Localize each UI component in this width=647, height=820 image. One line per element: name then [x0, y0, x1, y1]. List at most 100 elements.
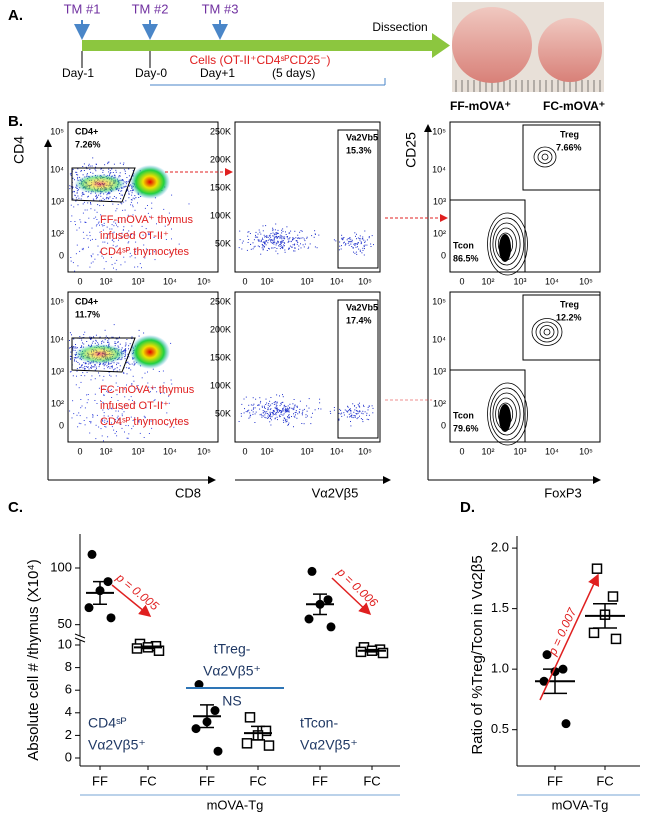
event-dot: [98, 387, 100, 389]
contour: [492, 392, 521, 436]
event-dot: [276, 394, 278, 396]
event-dot: [126, 181, 127, 183]
axis-label: Vα2Vβ5: [312, 485, 359, 500]
event-dot: [76, 414, 78, 416]
event-dot: [128, 348, 129, 350]
event-dot: [248, 409, 250, 411]
event-dot: [81, 192, 83, 194]
event-dot: [123, 229, 124, 231]
event-dot: [88, 163, 90, 165]
event-dot: [129, 252, 131, 254]
event-dot: [111, 422, 112, 424]
event-dot: [74, 357, 76, 358]
event-dot: [284, 418, 286, 420]
event-dot: [124, 431, 125, 433]
event-dot: [117, 345, 119, 347]
x-axis-title: mOVA-Tg: [207, 797, 264, 812]
event-dot: [76, 171, 78, 173]
event-dot: [119, 369, 121, 371]
event-dot: [81, 170, 82, 172]
event-dot: [252, 411, 254, 413]
event-dot: [83, 163, 85, 165]
event-dot: [71, 334, 72, 336]
event-dot: [80, 221, 82, 223]
annotation: FF-mOVA⁺ thymus: [100, 214, 193, 226]
event-dot: [286, 226, 288, 228]
event-dot: [69, 355, 71, 357]
event-dot: [338, 249, 340, 251]
event-dot: [94, 258, 96, 260]
event-dot: [281, 229, 283, 231]
gate-label: Va2Vb5: [346, 302, 378, 312]
event-dot: [357, 237, 359, 239]
event-dot: [128, 236, 130, 238]
sem-bar: [200, 704, 214, 729]
event-dot: [126, 437, 128, 439]
event-dot: [92, 198, 94, 200]
event-dot: [126, 232, 128, 234]
event-dot: [338, 412, 340, 414]
event-dot: [80, 381, 82, 383]
event-dot: [168, 212, 170, 214]
event-dot: [366, 414, 368, 416]
event-dot: [288, 417, 290, 419]
event-dot: [308, 407, 310, 409]
event-dot: [306, 236, 308, 238]
event-dot: [308, 246, 310, 248]
event-dot: [270, 424, 272, 426]
event-dot: [368, 419, 370, 421]
data-point: [106, 613, 116, 623]
event-dot: [74, 194, 76, 196]
event-dot: [355, 235, 356, 237]
event-dot: [123, 201, 125, 203]
event-dot: [95, 334, 97, 336]
event-dot: [359, 238, 361, 240]
event-dot: [150, 391, 151, 393]
event-dot: [363, 404, 364, 406]
event-dot: [117, 341, 118, 343]
event-dot: [284, 245, 285, 247]
event-dot: [265, 225, 267, 227]
event-dot: [169, 252, 171, 254]
event-dot: [120, 198, 122, 200]
event-dot: [119, 392, 121, 393]
event-dot: [152, 388, 154, 390]
event-dot: [291, 246, 293, 248]
event-dot: [106, 420, 108, 422]
event-dot: [276, 248, 278, 249]
event-dot: [273, 237, 275, 239]
x-tick-label: 0: [459, 276, 464, 286]
event-dot: [73, 413, 75, 415]
event-dot: [264, 408, 266, 409]
event-dot: [119, 193, 121, 194]
event-dot: [95, 339, 97, 341]
event-dot: [148, 386, 150, 388]
event-dot: [75, 384, 77, 386]
event-dot: [340, 413, 342, 415]
event-dot: [250, 404, 252, 406]
sem-bar: [93, 580, 107, 606]
event-dot: [94, 378, 96, 380]
event-dot: [83, 420, 85, 421]
event-dot: [285, 231, 286, 233]
y-tick-label: 100K: [210, 380, 231, 390]
event-dot: [262, 249, 264, 251]
event-dot: [74, 191, 75, 193]
event-dot: [72, 400, 74, 402]
event-dot: [164, 225, 166, 227]
event-dot: [243, 398, 245, 400]
event-dot: [73, 347, 75, 349]
event-dot: [366, 244, 368, 246]
thymus-fc: [538, 18, 602, 82]
event-dot: [333, 407, 335, 408]
event-dot: [248, 404, 250, 406]
event-dot: [132, 170, 134, 172]
event-dot: [311, 235, 313, 237]
event-dot: [270, 416, 272, 418]
event-dot: [132, 214, 134, 216]
event-dot: [90, 379, 92, 381]
event-dot: [277, 419, 278, 421]
event-dot: [266, 250, 268, 251]
event-dot: [304, 243, 306, 245]
event-dot: [127, 361, 129, 363]
